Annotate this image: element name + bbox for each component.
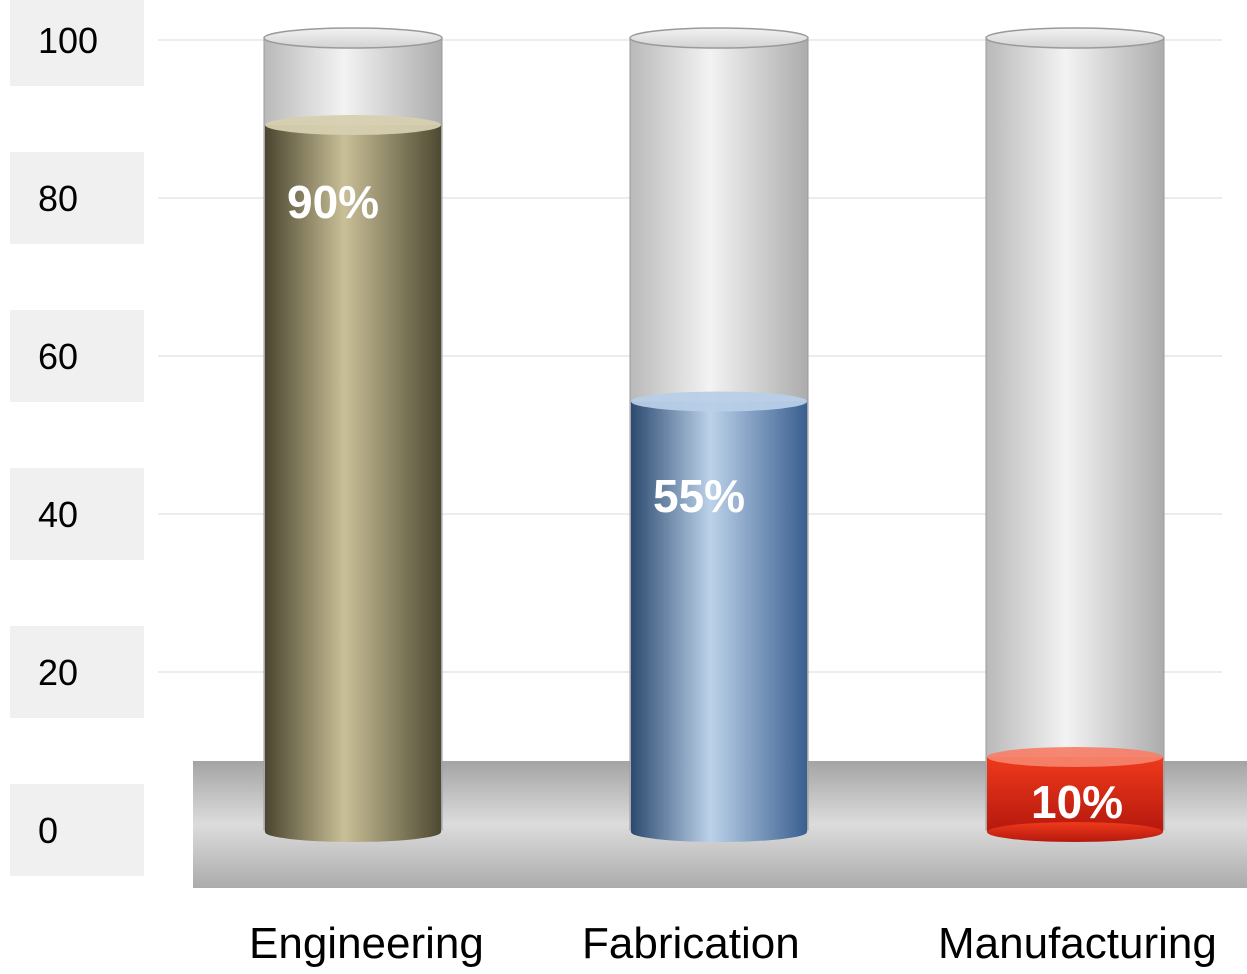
y-tick-label: 100 — [38, 20, 98, 61]
y-tick-label: 60 — [38, 336, 78, 377]
glass-tube-rim — [264, 28, 442, 48]
bar-fill — [631, 402, 807, 833]
bar-fill-top — [631, 392, 807, 412]
category-label: Manufacturing — [938, 919, 1217, 968]
bars: 90% 55% 10% — [264, 28, 1164, 842]
y-tick-label: 20 — [38, 652, 78, 693]
category-label: Engineering — [249, 919, 484, 968]
bar-fill-top — [265, 115, 441, 135]
bar-manufacturing: 10% — [986, 28, 1164, 842]
bar-fill-bottom — [631, 822, 807, 842]
y-axis-ticks: 0 20 40 60 80 100 — [10, 0, 144, 876]
y-tick-label: 80 — [38, 178, 78, 219]
y-tick-box — [10, 784, 144, 876]
data-label: 10% — [1031, 776, 1123, 828]
glass-tube-rim — [630, 28, 808, 48]
data-label: 55% — [653, 470, 745, 522]
bar-fill-bottom — [265, 822, 441, 842]
bar-fabrication: 55% — [630, 28, 808, 842]
bar-fill-top — [987, 747, 1163, 767]
category-label: Fabrication — [582, 919, 800, 968]
bar-fill — [265, 125, 441, 832]
x-axis-labels: Engineering Fabrication Manufacturing — [249, 919, 1217, 968]
glass-tube-rim — [986, 28, 1164, 48]
bar-engineering: 90% — [264, 28, 442, 842]
y-tick-label: 40 — [38, 494, 78, 535]
y-tick-label: 0 — [38, 810, 58, 851]
data-label: 90% — [287, 176, 379, 228]
glass-tube — [986, 38, 1164, 830]
